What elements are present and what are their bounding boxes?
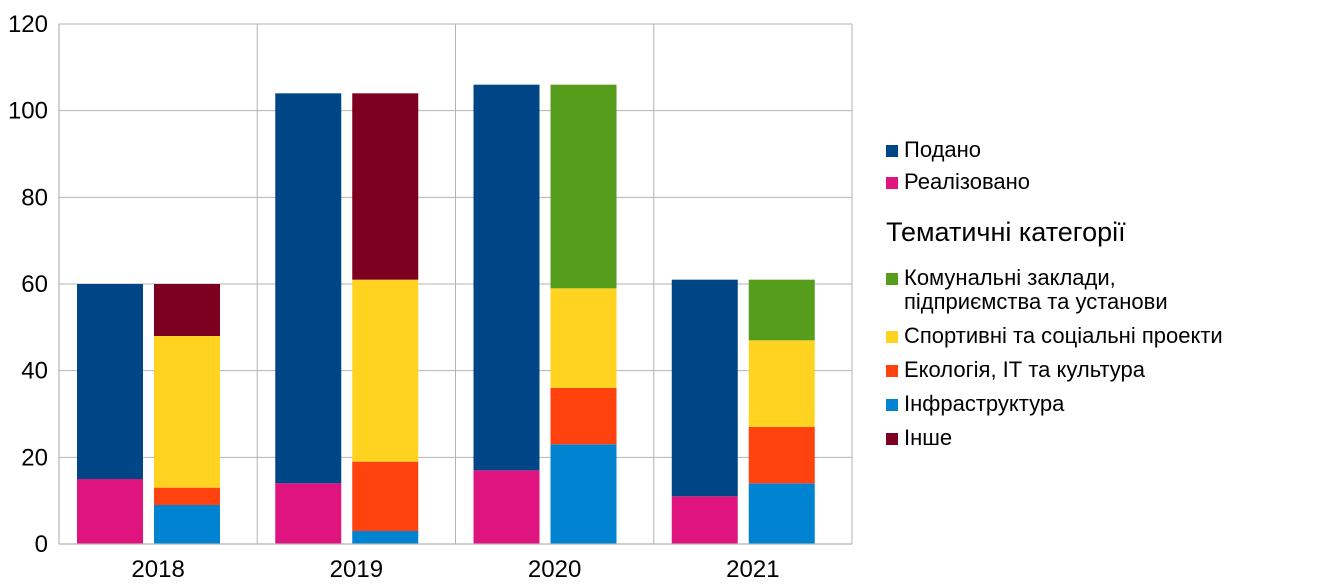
legend-label: Інфраструктура	[904, 391, 1065, 416]
y-tick-label: 120	[8, 11, 48, 38]
legend-label: Спортивні та соціальні проекти	[904, 323, 1223, 348]
bar-segment	[473, 84, 540, 471]
y-tick-label: 100	[8, 98, 48, 125]
bar-segment	[154, 336, 220, 488]
legend-label: Екологія, ІТ та культура	[904, 357, 1146, 382]
bar-segment	[748, 340, 815, 427]
bar-segment	[352, 461, 419, 531]
y-tick-label: 80	[21, 184, 48, 211]
bar-segment	[748, 483, 815, 544]
legend-label: Інше	[904, 425, 953, 450]
bar-segment	[352, 531, 419, 544]
legend-swatch	[886, 177, 898, 189]
legend-item-other: Інше	[886, 426, 1311, 450]
legend-item-implemented: Реалізовано	[886, 170, 1311, 194]
bar-segment	[748, 279, 815, 341]
bar-segment	[275, 483, 342, 544]
legend-item-sport-social: Спортивні та соціальні проекти	[886, 324, 1311, 348]
bar-segment	[671, 279, 738, 497]
x-tick-label: 2020	[528, 556, 581, 583]
x-tick-label: 2018	[131, 556, 184, 583]
legend-swatch	[886, 273, 898, 285]
legend-swatch	[886, 365, 898, 377]
legend: Подано Реалізовано Тематичні категорії К…	[886, 138, 1311, 450]
bar-segment	[671, 496, 738, 544]
bar-segment	[748, 427, 815, 484]
bar-segment	[77, 284, 143, 479]
bar-segment	[550, 444, 617, 544]
tick-labels: 0 20 40 60 80 100 120 2018 2019 2020 2021	[8, 11, 780, 583]
bar-segment	[275, 93, 342, 484]
legend-item-infrastructure: Інфраструктура	[886, 392, 1311, 416]
y-tick-label: 40	[21, 358, 48, 385]
legend-swatch	[886, 399, 898, 411]
legend-item-communal: Комунальні заклади, підприємства та уста…	[886, 266, 1311, 314]
bar-segment	[550, 84, 617, 289]
bar-segment	[352, 279, 419, 462]
legend-item-submitted: Подано	[886, 138, 1311, 162]
bar-segment	[473, 470, 540, 544]
legend-swatch	[886, 331, 898, 343]
legend-header: Тематичні категорії	[886, 217, 1126, 247]
bar-segment	[154, 505, 220, 544]
legend-swatch	[886, 433, 898, 445]
y-tick-label: 20	[21, 444, 48, 471]
legend-label: Комунальні заклади, підприємства та уста…	[904, 265, 1168, 314]
bar-segment	[352, 93, 419, 280]
legend-swatch	[886, 145, 898, 157]
y-tick-label: 0	[35, 531, 48, 558]
bar-segment	[550, 388, 617, 445]
legend-label: Подано	[904, 137, 982, 162]
bar-segment	[550, 288, 617, 388]
legend-label: Реалізовано	[904, 169, 1031, 194]
bar-segment	[154, 284, 220, 336]
legend-item-ecology-it-culture: Екологія, ІТ та культура	[886, 358, 1311, 382]
bars	[77, 84, 815, 544]
bar-segment	[77, 479, 143, 544]
axes	[58, 24, 852, 545]
x-tick-label: 2021	[726, 556, 779, 583]
y-tick-label: 60	[21, 271, 48, 298]
x-tick-label: 2019	[330, 556, 383, 583]
bar-segment	[154, 487, 220, 505]
